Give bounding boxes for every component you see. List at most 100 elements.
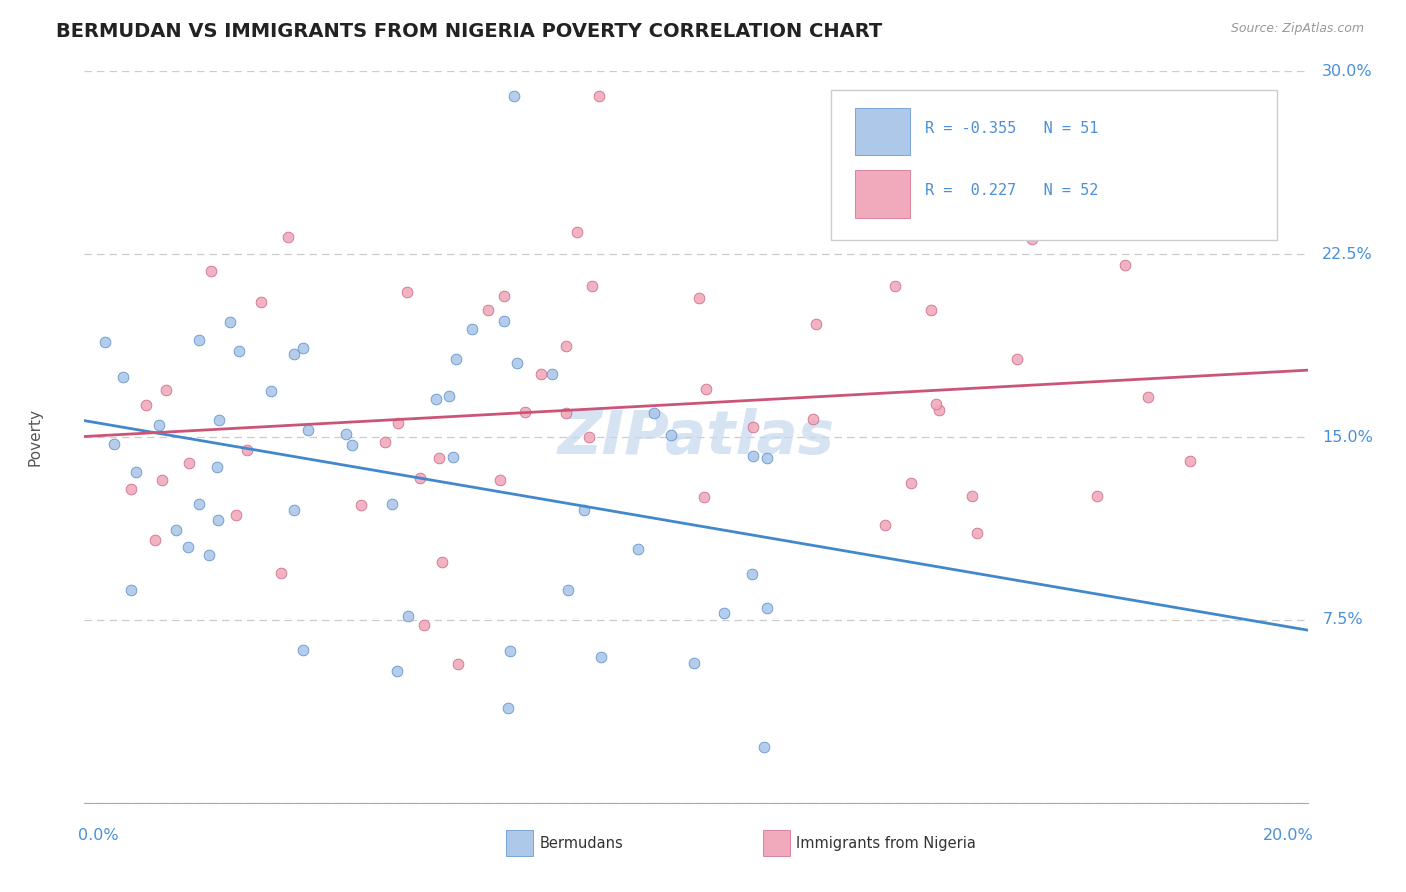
Point — [1005, 351, 1028, 366]
Point — [143, 533, 166, 547]
Point — [589, 650, 612, 665]
Text: Source: ZipAtlas.com: Source: ZipAtlas.com — [1230, 22, 1364, 36]
Point — [283, 347, 305, 361]
Point — [412, 618, 434, 632]
Point — [270, 566, 292, 581]
Point — [395, 285, 418, 299]
Point — [755, 601, 778, 615]
Point — [208, 412, 231, 426]
Text: 22.5%: 22.5% — [1322, 247, 1374, 261]
Point — [218, 315, 240, 329]
Text: BERMUDAN VS IMMIGRANTS FROM NIGERIA POVERTY CORRELATION CHART: BERMUDAN VS IMMIGRANTS FROM NIGERIA POVE… — [56, 22, 883, 41]
FancyBboxPatch shape — [855, 170, 910, 218]
Text: R = -0.355   N = 51: R = -0.355 N = 51 — [925, 121, 1098, 136]
Point — [207, 512, 229, 526]
Text: Poverty: Poverty — [28, 408, 44, 467]
Point — [688, 291, 710, 305]
Point — [492, 313, 515, 327]
Point — [742, 449, 765, 463]
Point — [297, 423, 319, 437]
Point — [1087, 489, 1109, 503]
Point — [291, 341, 314, 355]
Point — [188, 333, 211, 347]
Point — [120, 582, 142, 597]
Point — [446, 352, 468, 367]
Point — [398, 609, 420, 624]
Point — [530, 367, 553, 381]
Point — [198, 548, 221, 562]
Point — [565, 225, 588, 239]
Text: 0.0%: 0.0% — [79, 829, 120, 844]
Point — [374, 434, 396, 449]
Point — [920, 303, 942, 318]
Point — [460, 321, 482, 335]
Point — [446, 657, 468, 671]
FancyBboxPatch shape — [831, 90, 1277, 240]
Point — [188, 497, 211, 511]
Point — [489, 473, 512, 487]
Point — [177, 456, 200, 470]
FancyBboxPatch shape — [763, 830, 790, 856]
Text: Bermudans: Bermudans — [540, 836, 623, 851]
Point — [755, 451, 778, 466]
Text: R =  0.227   N = 52: R = 0.227 N = 52 — [925, 183, 1098, 198]
Point — [425, 392, 447, 406]
Point — [148, 418, 170, 433]
Point — [430, 555, 453, 569]
Point — [695, 382, 717, 396]
Point — [541, 368, 564, 382]
FancyBboxPatch shape — [506, 830, 533, 856]
Point — [928, 403, 950, 417]
Point — [496, 700, 519, 714]
Point — [581, 279, 603, 293]
Point — [925, 397, 948, 411]
Text: Immigrants from Nigeria: Immigrants from Nigeria — [796, 836, 976, 851]
Point — [1021, 232, 1043, 246]
Point — [135, 398, 157, 412]
Point — [283, 503, 305, 517]
Point — [554, 339, 576, 353]
Point — [441, 450, 464, 464]
Point — [804, 317, 827, 331]
Point — [966, 525, 988, 540]
Point — [94, 334, 117, 349]
Point — [387, 664, 409, 678]
Point — [578, 430, 600, 444]
Text: 7.5%: 7.5% — [1322, 613, 1362, 627]
Point — [236, 443, 259, 458]
Text: 20.0%: 20.0% — [1263, 829, 1313, 844]
Point — [513, 405, 536, 419]
Point — [492, 289, 515, 303]
Point — [260, 384, 283, 398]
Point — [741, 419, 763, 434]
Point — [588, 88, 610, 103]
Text: 15.0%: 15.0% — [1322, 430, 1374, 444]
Point — [200, 263, 222, 277]
Point — [498, 644, 520, 658]
Point — [165, 524, 187, 538]
Point — [557, 582, 579, 597]
Point — [1137, 390, 1160, 404]
Point — [408, 471, 430, 485]
Point — [741, 566, 763, 581]
Point — [340, 438, 363, 452]
Point — [381, 497, 404, 511]
Point — [207, 460, 229, 475]
Point — [155, 383, 177, 397]
Point — [884, 279, 907, 293]
Point — [1114, 259, 1136, 273]
Point — [437, 388, 460, 402]
Point — [683, 656, 706, 670]
Point — [120, 482, 142, 496]
Point — [387, 416, 409, 430]
Point — [277, 230, 299, 244]
Point — [801, 412, 824, 426]
Point — [477, 303, 499, 318]
Point — [250, 295, 273, 310]
Point — [506, 356, 529, 370]
Point — [350, 498, 373, 512]
Point — [960, 489, 983, 503]
Text: ZIPatlas: ZIPatlas — [557, 408, 835, 467]
Point — [643, 405, 665, 419]
Point — [752, 739, 775, 754]
